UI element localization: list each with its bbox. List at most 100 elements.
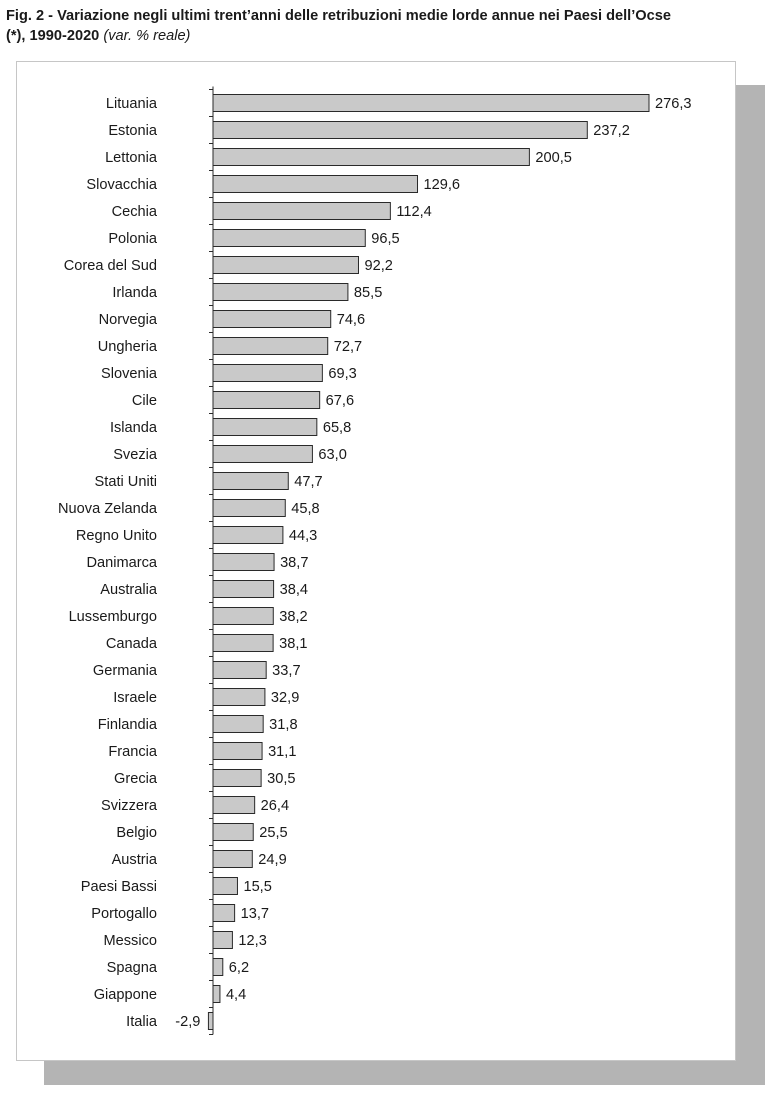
data-label: 92,2 — [364, 258, 392, 274]
bar — [212, 364, 323, 382]
category-label: Lettonia — [105, 150, 158, 166]
data-label: 96,5 — [371, 231, 399, 247]
bar — [212, 769, 262, 787]
category-label: Regno Unito — [76, 528, 157, 544]
data-label: 6,2 — [229, 960, 249, 976]
category-label: Islanda — [110, 420, 158, 436]
data-label: 31,1 — [268, 744, 296, 760]
data-label: 25,5 — [259, 825, 287, 841]
bar — [212, 985, 221, 1003]
category-label: Portogallo — [91, 906, 157, 922]
category-label: Corea del Sud — [64, 258, 157, 274]
bar — [212, 904, 236, 922]
bar — [212, 418, 318, 436]
category-label: Messico — [103, 933, 157, 949]
data-label: 15,5 — [243, 879, 271, 895]
bar — [212, 661, 267, 679]
bar — [212, 607, 274, 625]
data-label: 200,5 — [535, 150, 572, 166]
data-label: 237,2 — [593, 123, 630, 139]
category-label: Slovenia — [101, 366, 158, 382]
category-label: Francia — [108, 744, 158, 760]
bar — [212, 94, 650, 112]
data-label: 32,9 — [271, 690, 299, 706]
data-label: 47,7 — [294, 474, 322, 490]
data-label: 112,4 — [396, 204, 431, 220]
category-label: Belgio — [116, 825, 157, 841]
category-label: Italia — [126, 1014, 158, 1030]
bar — [212, 121, 588, 139]
category-label: Austria — [112, 852, 158, 868]
chart-title-line2: (*), 1990-2020 — [6, 28, 100, 44]
chart-title-line1: Fig. 2 - Variazione negli ultimi trent’a… — [6, 8, 671, 24]
data-label: 67,6 — [326, 393, 354, 409]
data-label: 38,4 — [280, 582, 308, 598]
category-label: Canada — [106, 636, 158, 652]
category-label: Grecia — [114, 771, 158, 787]
bar — [212, 229, 366, 247]
chart-panel — [16, 61, 736, 1061]
bar — [212, 472, 289, 490]
data-label: 26,4 — [261, 798, 289, 814]
bar — [212, 283, 349, 301]
data-label: 31,8 — [269, 717, 297, 733]
bar — [212, 202, 391, 220]
category-label: Giappone — [94, 987, 157, 1003]
data-label: 38,7 — [280, 555, 308, 571]
data-label: 276,3 — [655, 96, 692, 112]
data-label: 13,7 — [241, 906, 269, 922]
bar — [212, 526, 284, 544]
category-label: Spagna — [107, 960, 158, 976]
bar — [212, 148, 530, 166]
category-label: Danimarca — [86, 555, 157, 571]
data-label: 38,2 — [279, 609, 307, 625]
category-label: Cechia — [112, 204, 158, 220]
category-label: Norvegia — [99, 312, 158, 328]
data-label: 45,8 — [291, 501, 319, 517]
data-label: 65,8 — [323, 420, 351, 436]
category-label: Stati Uniti — [95, 474, 157, 490]
category-label: Nuova Zelanda — [58, 501, 158, 517]
category-label: Svezia — [113, 447, 158, 463]
bar — [212, 499, 286, 517]
bar — [212, 931, 233, 949]
category-label: Australia — [100, 582, 158, 598]
data-label: 72,7 — [334, 339, 362, 355]
chart-title: Fig. 2 - Variazione negli ultimi trent’a… — [6, 6, 778, 46]
category-label: Slovacchia — [86, 177, 157, 193]
category-label: Cile — [132, 393, 157, 409]
bar — [207, 1012, 214, 1030]
bar — [212, 634, 274, 652]
data-label: 63,0 — [318, 447, 346, 463]
bar — [212, 391, 321, 409]
bar — [212, 823, 254, 841]
bar — [212, 256, 359, 274]
data-label: 129,6 — [424, 177, 461, 193]
category-label: Polonia — [108, 231, 158, 247]
data-label: 44,3 — [289, 528, 317, 544]
data-label: 4,4 — [226, 987, 246, 1003]
category-label: Estonia — [108, 123, 158, 139]
bar — [212, 958, 224, 976]
data-label: 85,5 — [354, 285, 382, 301]
data-label: -2,9 — [175, 1014, 200, 1030]
bar — [212, 445, 313, 463]
chart-subtitle: (var. % reale) — [103, 28, 191, 44]
bar — [212, 688, 266, 706]
category-label: Germania — [93, 663, 158, 679]
data-label: 24,9 — [258, 852, 286, 868]
data-label: 38,1 — [279, 636, 307, 652]
bar — [212, 175, 419, 193]
category-label: Lituania — [106, 96, 158, 112]
category-label: Irlanda — [112, 285, 158, 301]
data-label: 12,3 — [238, 933, 266, 949]
bar — [212, 580, 275, 598]
bar — [212, 742, 263, 760]
data-label: 69,3 — [328, 366, 356, 382]
category-label: Svizzera — [101, 798, 158, 814]
category-label: Lussemburgo — [69, 609, 157, 625]
category-label: Israele — [113, 690, 157, 706]
bar — [212, 877, 238, 895]
bar — [212, 337, 329, 355]
